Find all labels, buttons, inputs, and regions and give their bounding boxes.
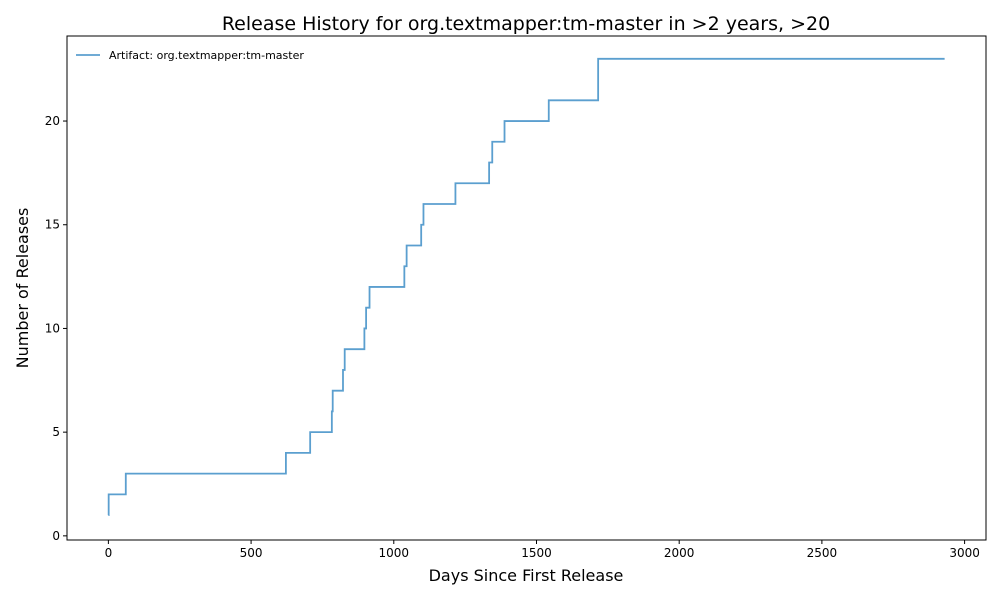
x-tick-label: 2500 xyxy=(807,546,838,560)
x-tick-label: 2000 xyxy=(664,546,695,560)
x-axis-label: Days Since First Release xyxy=(429,566,624,585)
x-tick-label: 3000 xyxy=(949,546,980,560)
x-tick-label: 1500 xyxy=(521,546,552,560)
y-tick-label: 15 xyxy=(45,218,60,232)
chart-title: Release History for org.textmapper:tm-ma… xyxy=(222,13,830,35)
x-tick-label: 500 xyxy=(240,546,263,560)
series-layer xyxy=(107,57,945,517)
x-tick-label: 0 xyxy=(105,546,113,560)
y-tick-label: 20 xyxy=(45,114,60,128)
x-tick-label: 1000 xyxy=(379,546,410,560)
plot-frame xyxy=(66,35,987,541)
legend-label: Artifact: org.textmapper:tm-master xyxy=(109,49,304,62)
legend: Artifact: org.textmapper:tm-master xyxy=(76,49,304,62)
x-axis-ticks: 0 500 1000 1500 2000 2500 3000 xyxy=(105,540,980,560)
y-tick-label: 0 xyxy=(52,529,60,543)
y-axis-ticks: 0 5 10 15 20 xyxy=(45,114,67,543)
series-line xyxy=(107,57,945,517)
y-tick-label: 5 xyxy=(52,425,60,439)
plot-area xyxy=(67,36,986,540)
y-tick-label: 10 xyxy=(45,321,60,335)
y-axis-label: Number of Releases xyxy=(13,208,32,369)
